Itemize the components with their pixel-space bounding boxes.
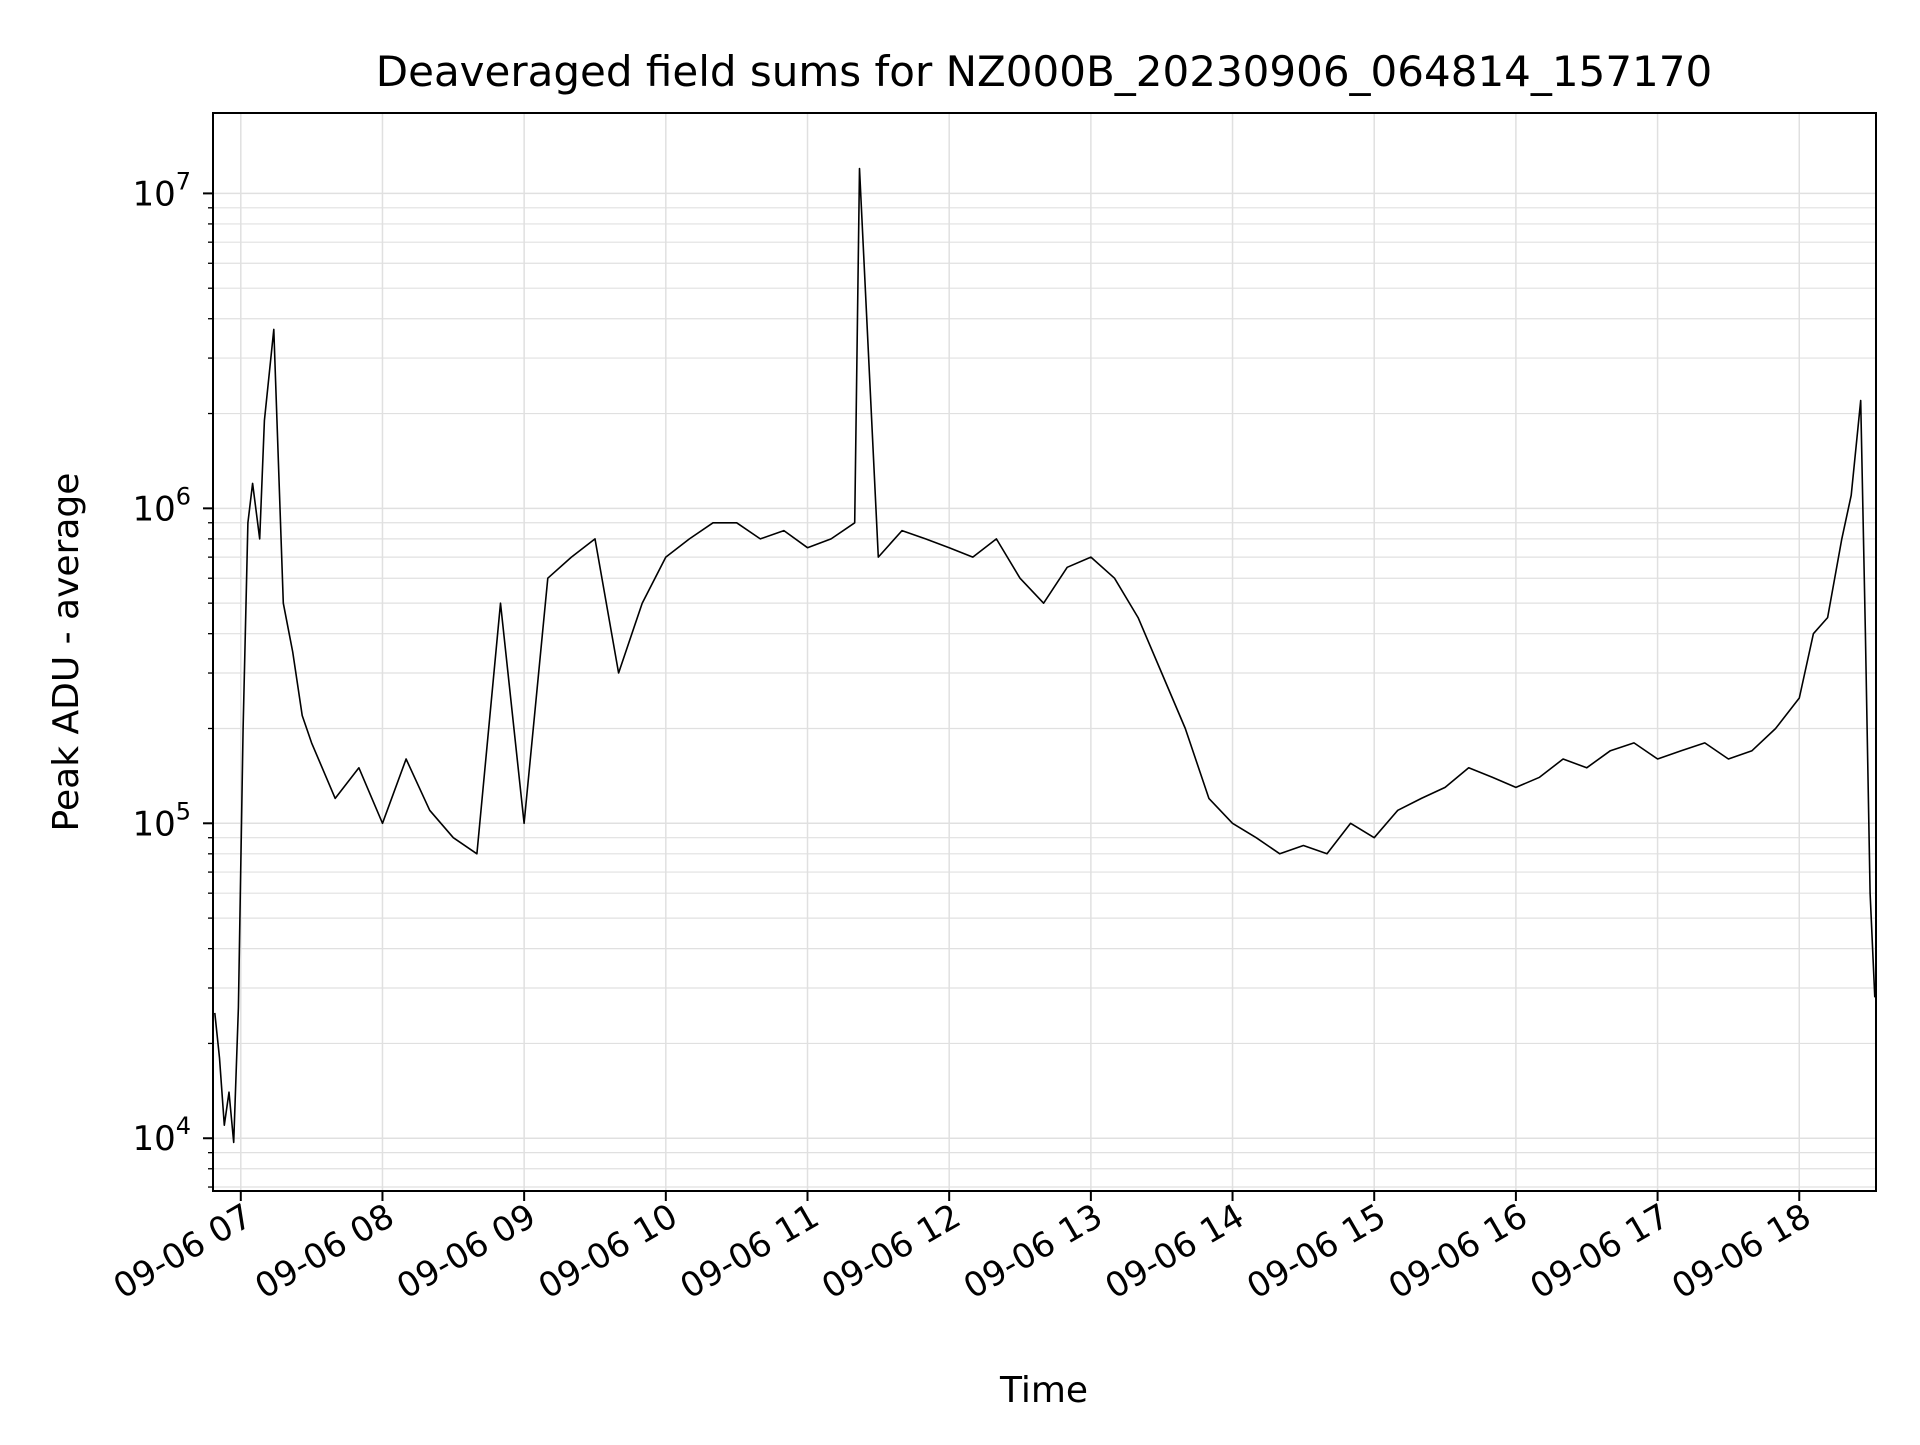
y-tick-exponent: 6	[176, 482, 191, 510]
series-line	[214, 167, 1876, 1144]
y-axis-label: Peak ADU - average	[46, 473, 87, 832]
y-tick-exponent: 4	[176, 1112, 191, 1140]
y-tick-base: 10	[132, 1119, 175, 1159]
grid-layer	[213, 113, 1876, 1191]
chart-title: Deaveraged field sums for NZ000B_2023090…	[376, 47, 1712, 96]
y-tick-label: 105	[132, 797, 191, 844]
y-tick-base: 10	[132, 489, 175, 529]
y-tick-base: 10	[132, 174, 175, 214]
y-tick-label: 106	[132, 482, 191, 529]
y-tick-base: 10	[132, 804, 175, 844]
y-tick-exponent: 5	[176, 797, 191, 825]
y-tick-exponent: 7	[176, 167, 191, 195]
y-tick-label: 107	[132, 167, 191, 214]
x-axis-label: Time	[999, 1370, 1088, 1411]
plot-frame	[212, 112, 1877, 1192]
y-tick-label: 104	[132, 1112, 191, 1159]
